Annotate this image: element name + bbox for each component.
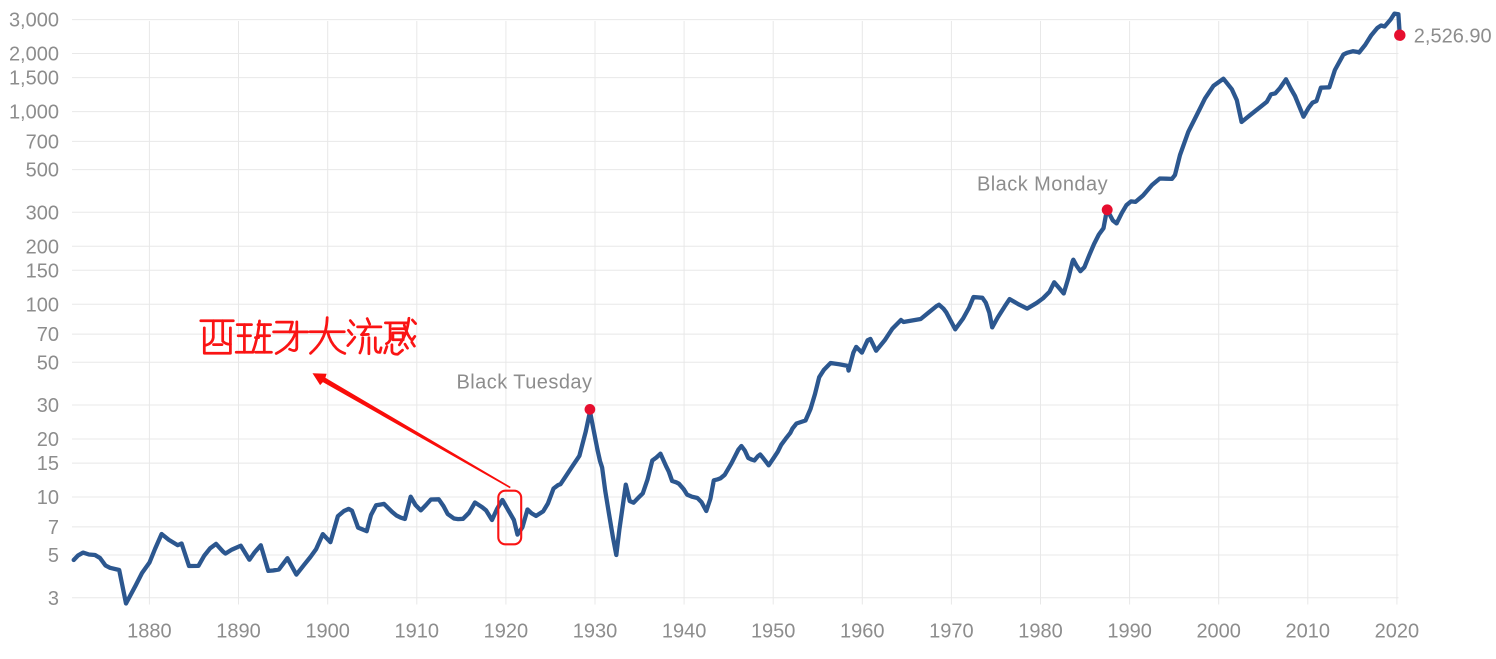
svg-text:10: 10 [37,487,59,509]
svg-text:20: 20 [37,429,59,451]
svg-text:1890: 1890 [216,621,261,643]
svg-text:1960: 1960 [840,621,885,643]
svg-text:500: 500 [26,160,59,182]
svg-text:15: 15 [37,453,59,475]
svg-text:300: 300 [26,202,59,224]
svg-text:70: 70 [37,324,59,346]
svg-text:1990: 1990 [1107,621,1152,643]
svg-text:2020: 2020 [1375,621,1420,643]
svg-text:1950: 1950 [751,621,796,643]
svg-text:Black Tuesday: Black Tuesday [457,372,593,394]
svg-text:1920: 1920 [484,621,529,643]
svg-text:1930: 1930 [573,621,618,643]
svg-text:1980: 1980 [1018,621,1063,643]
svg-text:2000: 2000 [1196,621,1241,643]
svg-text:1970: 1970 [929,621,974,643]
svg-text:1910: 1910 [395,621,440,643]
svg-text:1940: 1940 [662,621,707,643]
svg-text:1,500: 1,500 [9,68,59,90]
svg-text:5: 5 [48,545,59,567]
svg-text:1,000: 1,000 [9,102,59,124]
svg-text:3,000: 3,000 [9,10,59,32]
svg-text:1880: 1880 [127,621,172,643]
svg-text:700: 700 [26,131,59,153]
svg-text:3: 3 [48,588,59,610]
svg-text:100: 100 [26,294,59,316]
svg-text:Black Monday: Black Monday [977,174,1108,196]
svg-text:7: 7 [48,517,59,539]
svg-text:1900: 1900 [305,621,350,643]
svg-text:150: 150 [26,260,59,282]
svg-text:2,000: 2,000 [9,44,59,66]
svg-text:200: 200 [26,236,59,258]
svg-text:30: 30 [37,395,59,417]
svg-text:50: 50 [37,352,59,374]
svg-text:2,526.90: 2,526.90 [1414,26,1492,48]
svg-text:2010: 2010 [1286,621,1331,643]
